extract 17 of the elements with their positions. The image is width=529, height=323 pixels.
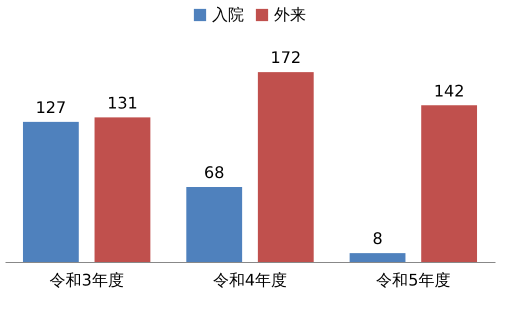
bar (421, 105, 478, 262)
data-label: 68 (204, 162, 224, 182)
bar (258, 72, 314, 262)
data-label: 142 (434, 81, 464, 100)
bar (350, 253, 406, 262)
bar (22, 122, 79, 262)
data-label: 172 (270, 48, 302, 68)
legend-label: 外来 (274, 5, 306, 24)
bar (94, 117, 150, 262)
data-label: 127 (36, 98, 66, 117)
x-tick-label: 令和5年度 (376, 270, 450, 290)
x-tick-label: 令和4年度 (212, 270, 288, 290)
data-label: 131 (107, 93, 138, 112)
legend-label: 入院 (212, 5, 244, 24)
bar (186, 186, 242, 262)
data-label: 8 (372, 229, 383, 248)
x-tick-label: 令和3年度 (50, 270, 124, 290)
